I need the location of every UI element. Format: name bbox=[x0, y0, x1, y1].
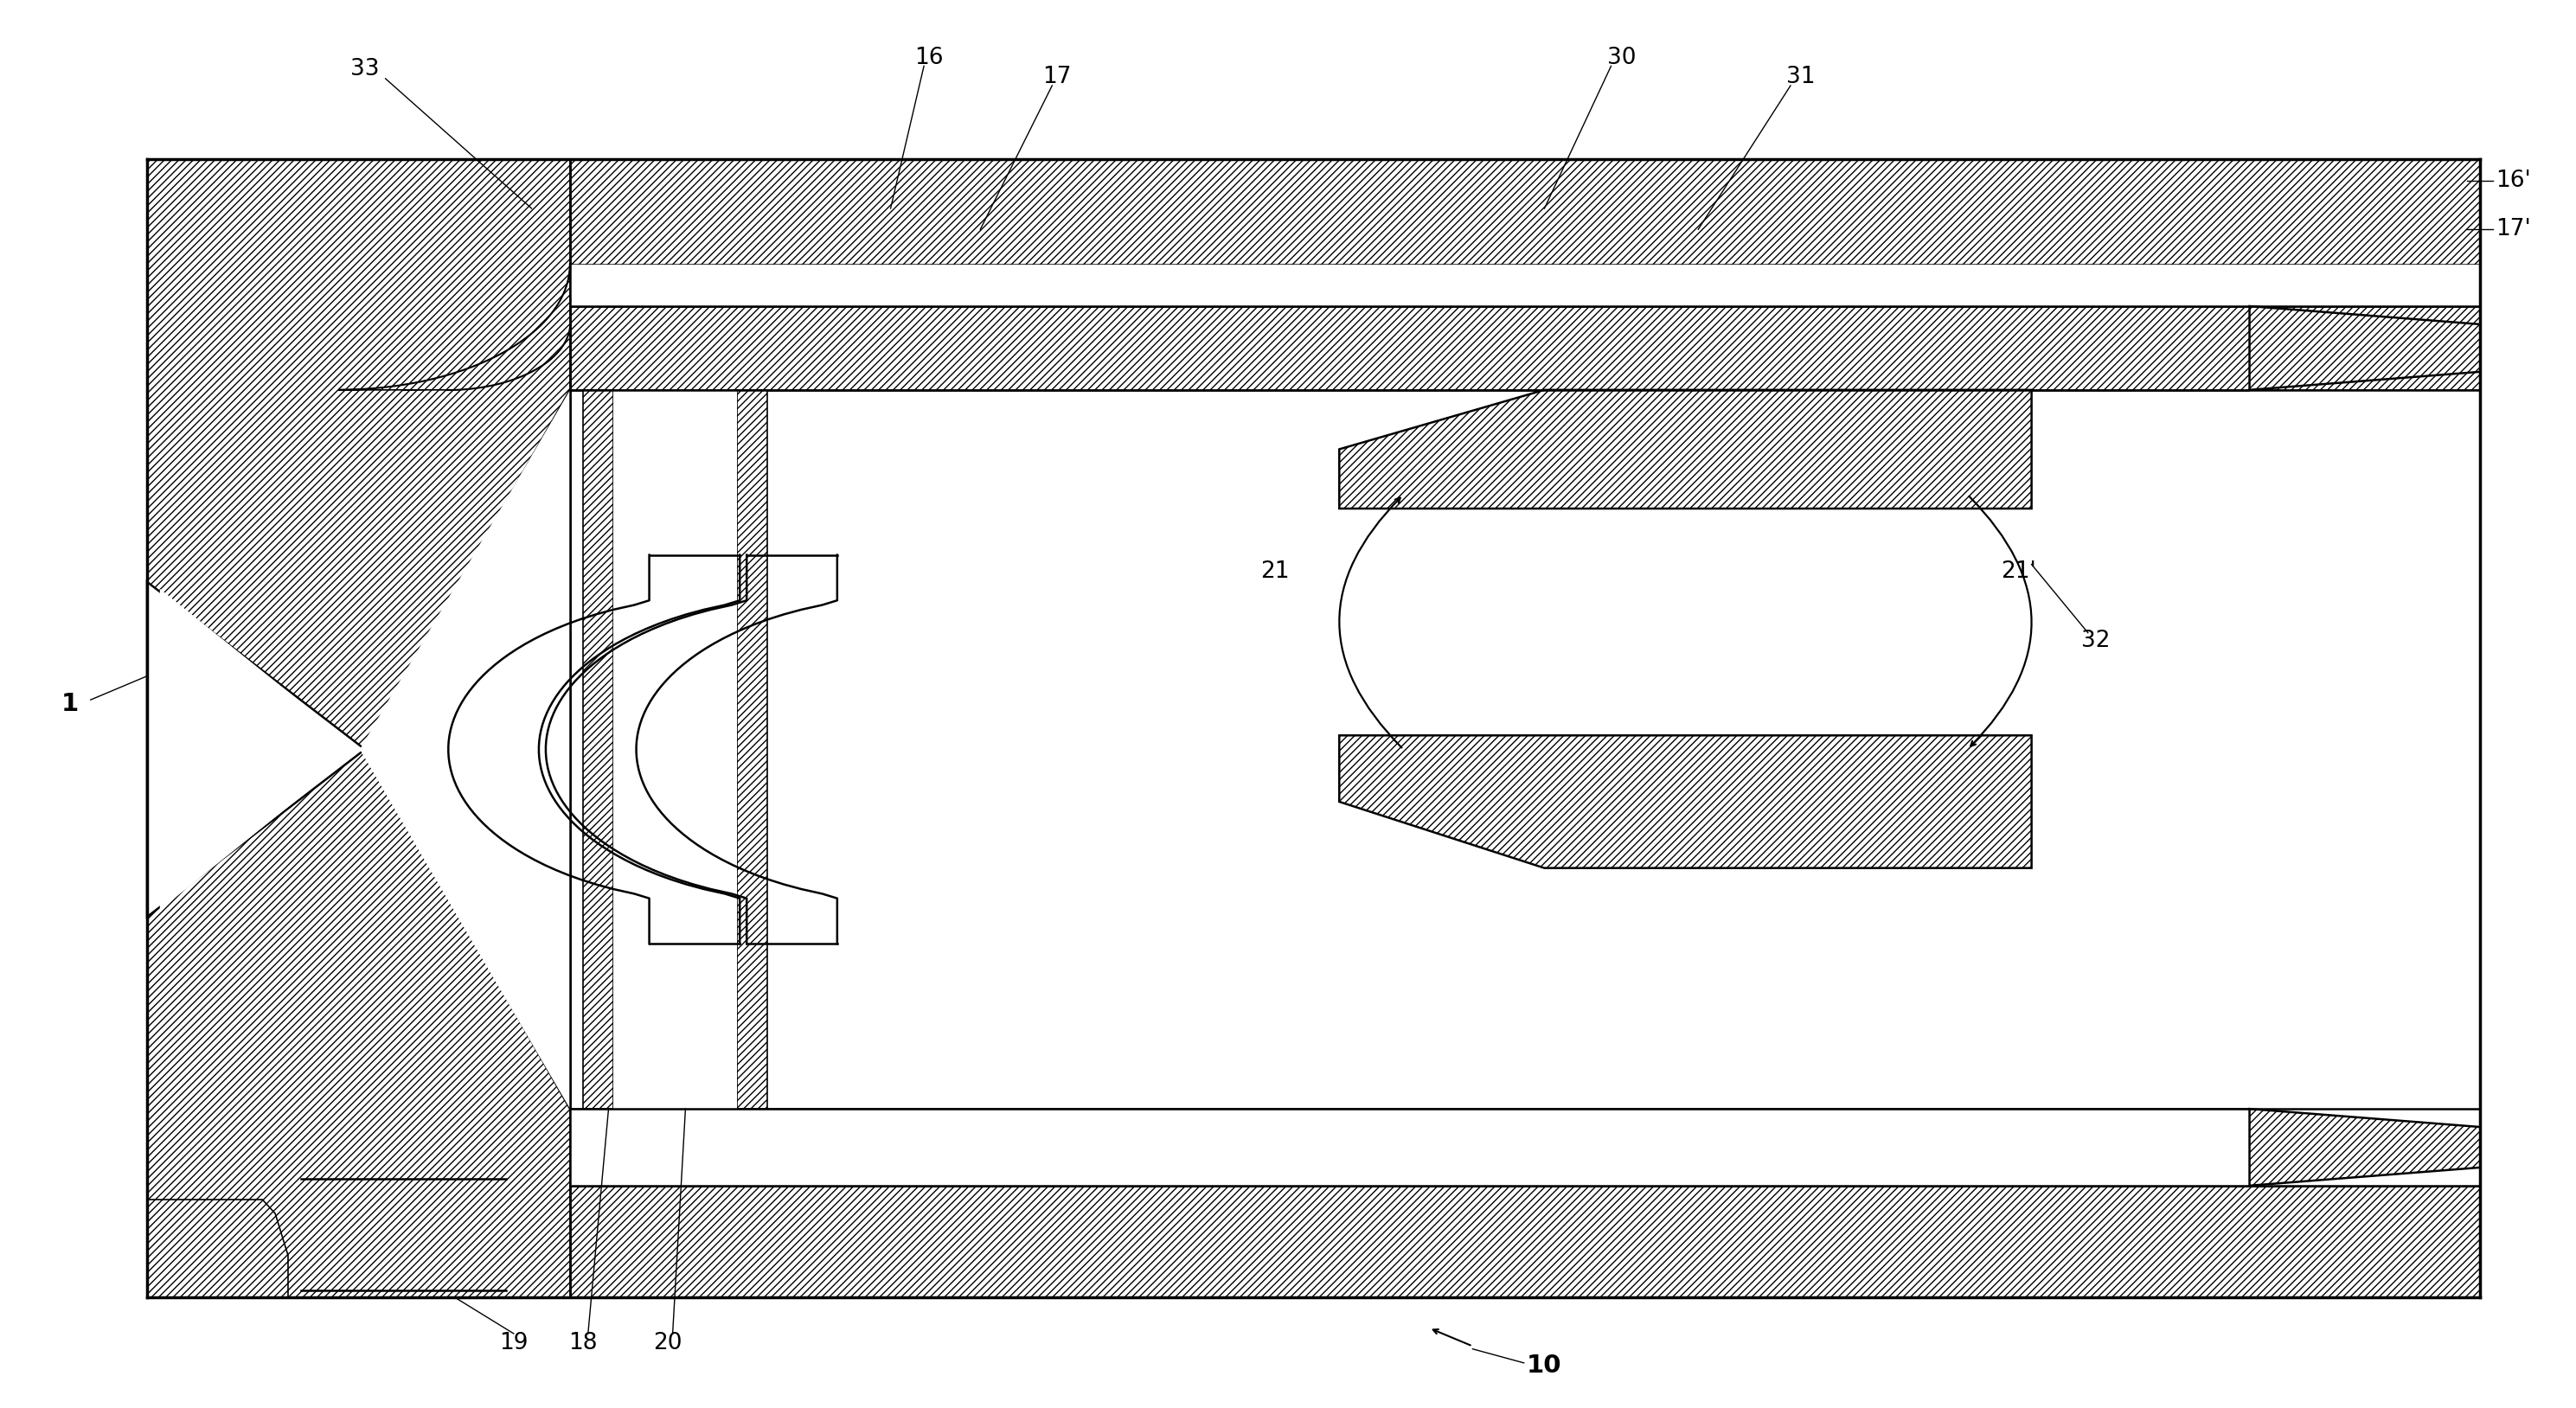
Bar bbox=[737, 390, 768, 1110]
Bar bbox=[582, 390, 613, 1110]
Text: 33: 33 bbox=[350, 58, 379, 80]
Bar bbox=[569, 306, 2481, 390]
Polygon shape bbox=[160, 390, 569, 1110]
Text: 19: 19 bbox=[500, 1332, 528, 1354]
Text: 1: 1 bbox=[62, 691, 80, 717]
Text: 18: 18 bbox=[569, 1332, 598, 1354]
Text: 21: 21 bbox=[1260, 560, 1291, 583]
Text: 10: 10 bbox=[1528, 1353, 1561, 1378]
Polygon shape bbox=[340, 265, 569, 390]
Bar bbox=[613, 390, 737, 1110]
Text: 31: 31 bbox=[1785, 66, 1816, 89]
Text: 17: 17 bbox=[1043, 66, 1072, 89]
Text: 32: 32 bbox=[2081, 629, 2110, 652]
Text: 21': 21' bbox=[2002, 560, 2038, 583]
Bar bbox=[569, 1110, 2481, 1186]
Bar bbox=[569, 265, 2481, 306]
Text: 20: 20 bbox=[654, 1332, 683, 1354]
Text: 30: 30 bbox=[1607, 46, 1636, 69]
Text: 17': 17' bbox=[2496, 218, 2532, 241]
Bar bbox=[569, 390, 2481, 1110]
Bar bbox=[147, 1186, 2481, 1297]
Bar bbox=[147, 159, 2481, 265]
Bar bbox=[569, 1110, 2481, 1186]
Polygon shape bbox=[147, 582, 366, 917]
Bar bbox=[2249, 390, 2481, 1110]
Polygon shape bbox=[2249, 306, 2481, 390]
Polygon shape bbox=[2249, 1110, 2481, 1186]
Polygon shape bbox=[1340, 390, 2032, 508]
Polygon shape bbox=[147, 159, 569, 1297]
Polygon shape bbox=[366, 390, 569, 1110]
Polygon shape bbox=[147, 1200, 289, 1297]
Polygon shape bbox=[1340, 735, 2032, 867]
Text: 16': 16' bbox=[2496, 169, 2532, 191]
Text: 16: 16 bbox=[914, 46, 943, 69]
